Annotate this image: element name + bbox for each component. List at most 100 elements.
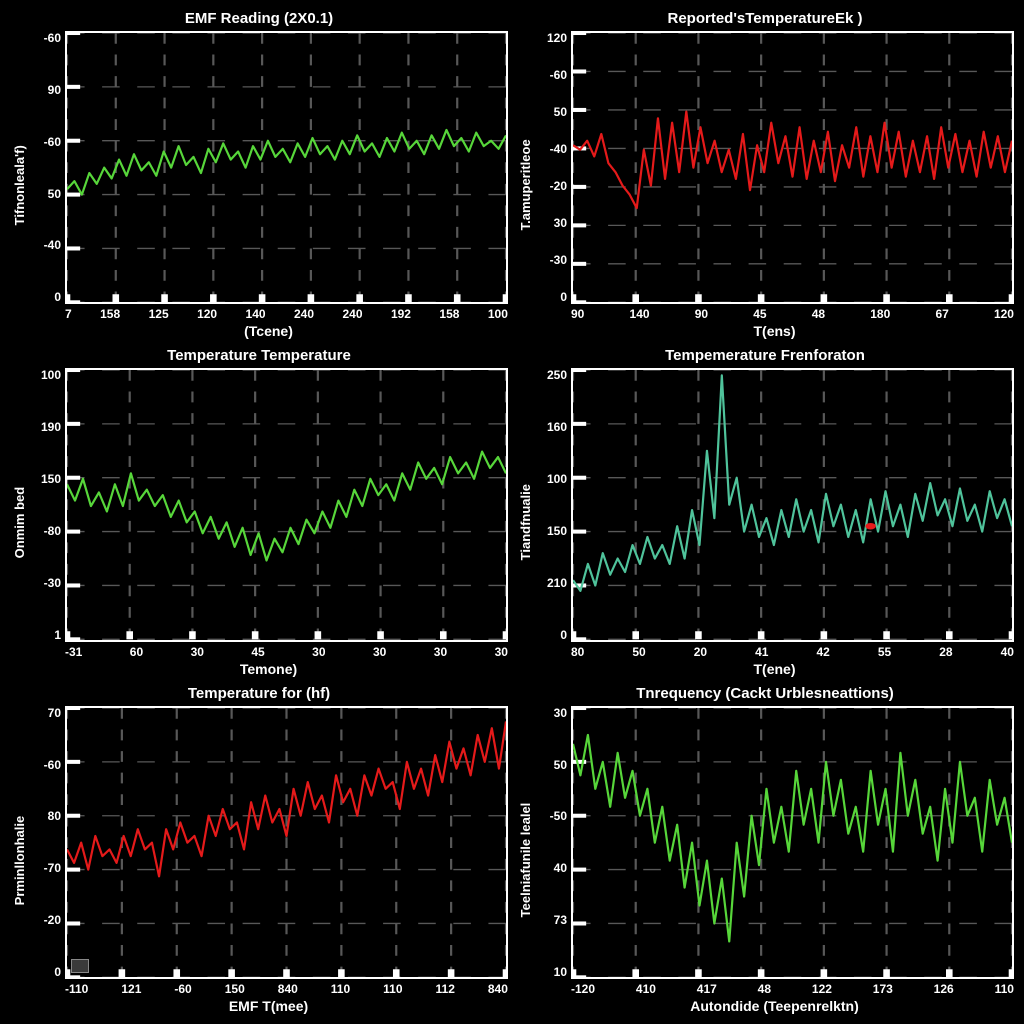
y-tick-label: 30: [554, 216, 567, 230]
y-tick-label: 0: [560, 628, 567, 642]
y-tick-label: 50: [554, 105, 567, 119]
plot-area: [65, 31, 508, 304]
y-tick-label: -50: [550, 809, 567, 823]
x-tick-label: 240: [342, 307, 362, 322]
x-tick-label: 122: [812, 982, 832, 997]
x-tick-label: -110: [65, 982, 88, 997]
y-tick-label: 40: [554, 861, 567, 875]
y-tick-label: 1: [54, 628, 61, 642]
x-tick-label: 121: [121, 982, 141, 997]
x-tick-label: -60: [174, 982, 191, 997]
x-tick-label: 30: [373, 645, 386, 660]
x-tick-label: 125: [149, 307, 169, 322]
x-tick-label: 45: [753, 307, 766, 322]
data-line: [573, 112, 1012, 209]
x-ticks: -12041041748122173126110: [571, 979, 1014, 997]
x-tick-label: 30: [434, 645, 447, 660]
accent-marker: [865, 523, 876, 529]
x-tick-label: 7: [65, 307, 72, 322]
y-axis-label: Prminllonhalie: [10, 706, 29, 1014]
y-tick-label: -40: [44, 238, 61, 252]
y-axis-label: Tifnonleala'f): [10, 31, 29, 339]
x-tick-label: 110: [383, 982, 402, 997]
x-tick-label: 50: [632, 645, 645, 660]
y-tick-label: 210: [547, 576, 567, 590]
x-tick-label: 48: [812, 307, 825, 322]
x-axis-label: Autondide (Teepenrelktn): [535, 998, 1014, 1014]
x-tick-label: 417: [697, 982, 717, 997]
x-tick-label: 30: [495, 645, 508, 660]
x-tick-label: 180: [870, 307, 890, 322]
y-tick-label: -30: [44, 576, 61, 590]
y-ticks: -6090-6050-400: [29, 31, 65, 304]
y-tick-label: 80: [48, 809, 61, 823]
y-tick-label: 100: [547, 472, 567, 486]
x-tick-label: 158: [439, 307, 459, 322]
y-tick-label: -60: [44, 758, 61, 772]
x-axis-label: T(ens): [535, 323, 1014, 339]
y-tick-label: 250: [547, 368, 567, 382]
chart-badge-icon: [71, 959, 89, 973]
y-tick-label: 150: [41, 472, 61, 486]
y-ticks: 2501601001502100: [535, 368, 571, 641]
x-tick-label: 67: [935, 307, 948, 322]
x-tick-label: 173: [873, 982, 893, 997]
y-ticks: 100190150-80-301: [29, 368, 65, 641]
x-tick-label: 112: [436, 982, 455, 997]
x-tick-label: 410: [636, 982, 656, 997]
chart-grid: EMF Reading (2X0.1)Tifnonleala'f)-6090-6…: [0, 0, 1024, 1024]
y-axis-label: Teelniafunile lealel: [516, 706, 535, 1014]
y-ticks: 3050-50407310: [535, 706, 571, 979]
y-tick-label: -20: [44, 913, 61, 927]
y-tick-label: -60: [44, 31, 61, 45]
chart-title: Temperature Temperature: [10, 347, 508, 364]
x-tick-label: 41: [755, 645, 768, 660]
y-tick-label: -30: [550, 253, 567, 267]
x-axis-label: Temone): [29, 661, 508, 677]
chart-title: Tnrequency (Cackt Urblesneattions): [516, 685, 1014, 702]
chart-panel-reported-temp: Reported'sTemperatureEk ) T.amuperitleoe 1…: [516, 10, 1014, 339]
plot-area: [571, 706, 1014, 979]
y-tick-label: 90: [48, 83, 61, 97]
data-line: [573, 735, 1012, 942]
x-tick-label: -31: [65, 645, 82, 660]
y-tick-label: -60: [550, 68, 567, 82]
plot-area: [65, 368, 508, 641]
x-tick-label: 110: [995, 982, 1014, 997]
y-tick-label: 120: [547, 31, 567, 45]
x-axis-label: T(ene): [535, 661, 1014, 677]
x-tick-label: 60: [130, 645, 143, 660]
x-tick-label: 840: [278, 982, 298, 997]
chart-title: Reported'sTemperatureEk ): [516, 10, 1014, 27]
y-tick-label: -70: [44, 861, 61, 875]
chart-panel-temp-hf: Temperature for (hf)Prminllonhalie70-608…: [10, 685, 508, 1014]
x-ticks: -110121-60150840110110112840: [65, 979, 508, 997]
x-axis-label: (Tcene): [29, 323, 508, 339]
x-tick-label: 90: [571, 307, 584, 322]
chart-panel-temp-temp: Temperature TemperatureOnmim bed10019015…: [10, 347, 508, 676]
x-tick-label: 42: [817, 645, 830, 660]
x-tick-label: 840: [488, 982, 508, 997]
y-ticks: 120-6050-40-2030-300: [535, 31, 571, 304]
y-tick-label: 73: [554, 913, 567, 927]
y-tick-label: -60: [44, 135, 61, 149]
y-axis-label: T.amuperitleoe: [516, 31, 535, 339]
y-tick-label: -40: [550, 142, 567, 156]
x-tick-label: -120: [571, 982, 595, 997]
plot-area: [571, 31, 1014, 304]
y-axis-label: Tiandfnualie: [516, 368, 535, 676]
x-tick-label: 30: [191, 645, 204, 660]
y-tick-label: 0: [54, 290, 61, 304]
data-line: [67, 130, 506, 195]
chart-panel-temp-fren: Tempemerature FrenforatonTiandfnualie250…: [516, 347, 1014, 676]
x-tick-label: 48: [758, 982, 771, 997]
chart-panel-emf: EMF Reading (2X0.1)Tifnonleala'f)-6090-6…: [10, 10, 508, 339]
x-ticks: 9014090454818067120: [571, 304, 1014, 322]
x-tick-label: 140: [630, 307, 650, 322]
x-ticks: -3160304530303030: [65, 642, 508, 660]
x-tick-label: 55: [878, 645, 891, 660]
y-ticks: 70-6080-70-200: [29, 706, 65, 979]
x-tick-label: 150: [225, 982, 245, 997]
y-tick-label: 10: [554, 965, 567, 979]
y-tick-label: 50: [554, 758, 567, 772]
